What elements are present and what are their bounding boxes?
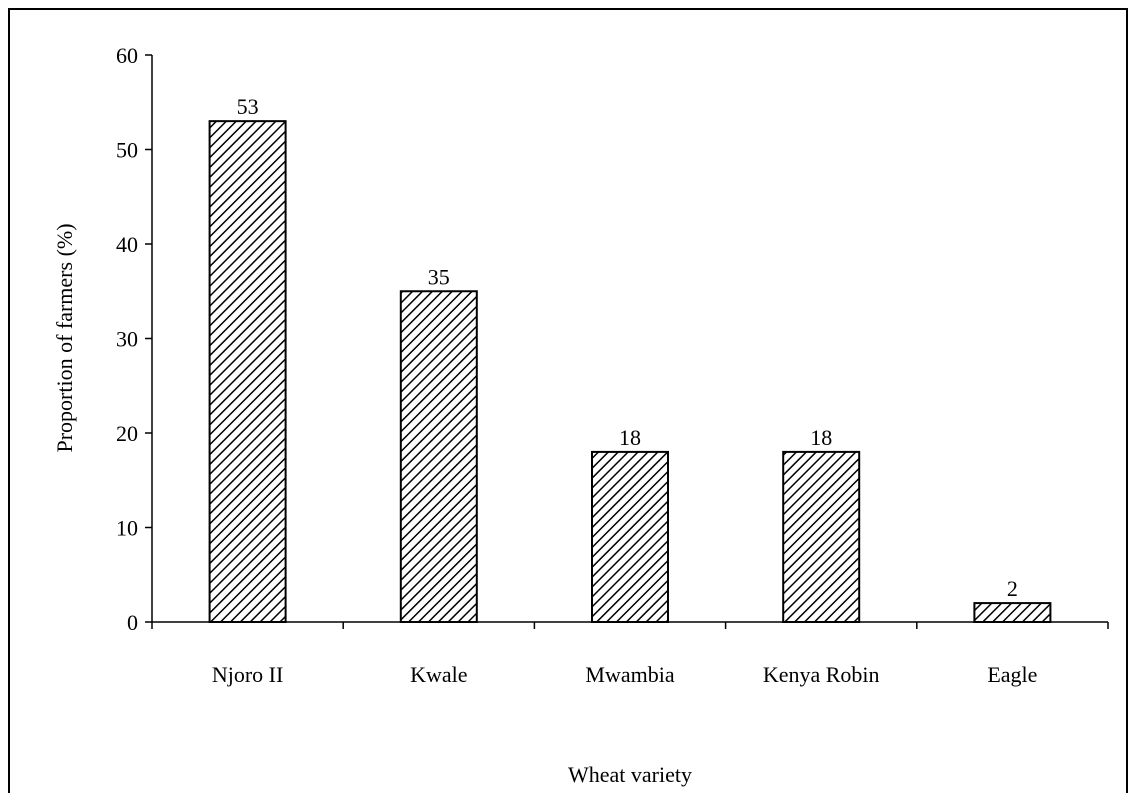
data-label: 53 bbox=[237, 94, 259, 119]
x-axis-title: Wheat variety bbox=[568, 762, 692, 787]
bar-kenya-robin bbox=[782, 450, 861, 623]
category-label: Eagle bbox=[987, 662, 1037, 687]
data-label: 35 bbox=[428, 264, 450, 289]
bar-eagle bbox=[973, 602, 1052, 623]
category-labels: Njoro II Kwale Mwambia Kenya Robin Eagle bbox=[212, 662, 1038, 687]
y-axis-ticks: 0 10 20 30 40 50 60 bbox=[116, 43, 152, 635]
chart-frame bbox=[8, 8, 1128, 793]
plot-area: 0 10 20 30 40 50 60 53 35 18 18 2 Njoro II Kwale Mwa… bbox=[116, 43, 1109, 687]
y-tick-label: 30 bbox=[116, 327, 138, 352]
bar-kwale bbox=[399, 290, 478, 623]
category-label: Mwambia bbox=[585, 662, 674, 687]
y-tick-label: 0 bbox=[127, 610, 138, 635]
y-tick-label: 20 bbox=[116, 421, 138, 446]
data-label: 2 bbox=[1007, 576, 1018, 601]
bar-mwambia bbox=[591, 450, 669, 623]
y-tick-label: 40 bbox=[116, 232, 138, 257]
y-axis-title: Proportion of farmers (%) bbox=[52, 223, 77, 452]
y-tick-label: 10 bbox=[116, 516, 138, 541]
data-labels: 53 35 18 18 2 bbox=[237, 94, 1018, 601]
y-tick-label: 60 bbox=[116, 43, 138, 68]
bar-njoro-ii bbox=[208, 120, 287, 624]
category-label: Kenya Robin bbox=[763, 662, 880, 687]
bars bbox=[208, 120, 1052, 624]
y-tick-label: 50 bbox=[116, 138, 138, 163]
data-label: 18 bbox=[619, 425, 641, 450]
category-label: Njoro II bbox=[212, 662, 283, 687]
category-label: Kwale bbox=[410, 662, 467, 687]
data-label: 18 bbox=[810, 425, 832, 450]
x-axis-ticks bbox=[151, 622, 1109, 629]
